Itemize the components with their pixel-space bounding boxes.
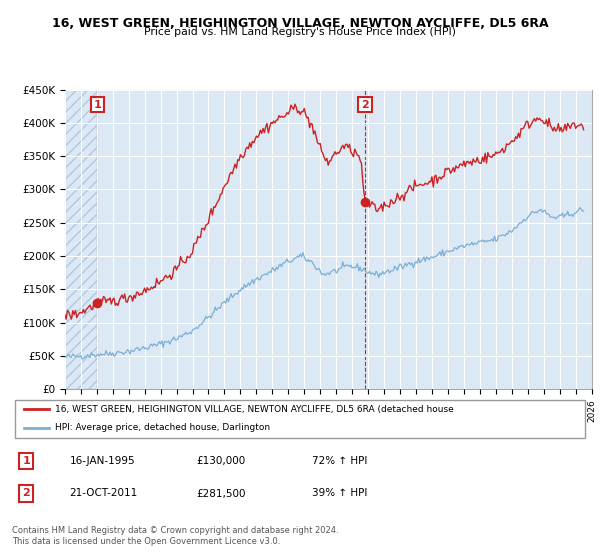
Text: Price paid vs. HM Land Registry's House Price Index (HPI): Price paid vs. HM Land Registry's House … [144,27,456,37]
Text: 16, WEST GREEN, HEIGHINGTON VILLAGE, NEWTON AYCLIFFE, DL5 6RA (detached house: 16, WEST GREEN, HEIGHINGTON VILLAGE, NEW… [55,405,454,414]
Text: 72% ↑ HPI: 72% ↑ HPI [311,456,367,466]
Text: £281,500: £281,500 [196,488,246,498]
Text: Contains HM Land Registry data © Crown copyright and database right 2024.
This d: Contains HM Land Registry data © Crown c… [12,526,338,546]
Text: 1: 1 [94,100,101,110]
Text: 1: 1 [23,456,30,466]
Text: 21-OCT-2011: 21-OCT-2011 [70,488,138,498]
Text: 16, WEST GREEN, HEIGHINGTON VILLAGE, NEWTON AYCLIFFE, DL5 6RA: 16, WEST GREEN, HEIGHINGTON VILLAGE, NEW… [52,17,548,30]
Text: 2: 2 [23,488,30,498]
Text: 16-JAN-1995: 16-JAN-1995 [70,456,135,466]
Text: HPI: Average price, detached house, Darlington: HPI: Average price, detached house, Darl… [55,423,271,432]
FancyBboxPatch shape [15,400,585,437]
Text: 39% ↑ HPI: 39% ↑ HPI [311,488,367,498]
Text: £130,000: £130,000 [196,456,245,466]
Text: 2: 2 [361,100,369,110]
